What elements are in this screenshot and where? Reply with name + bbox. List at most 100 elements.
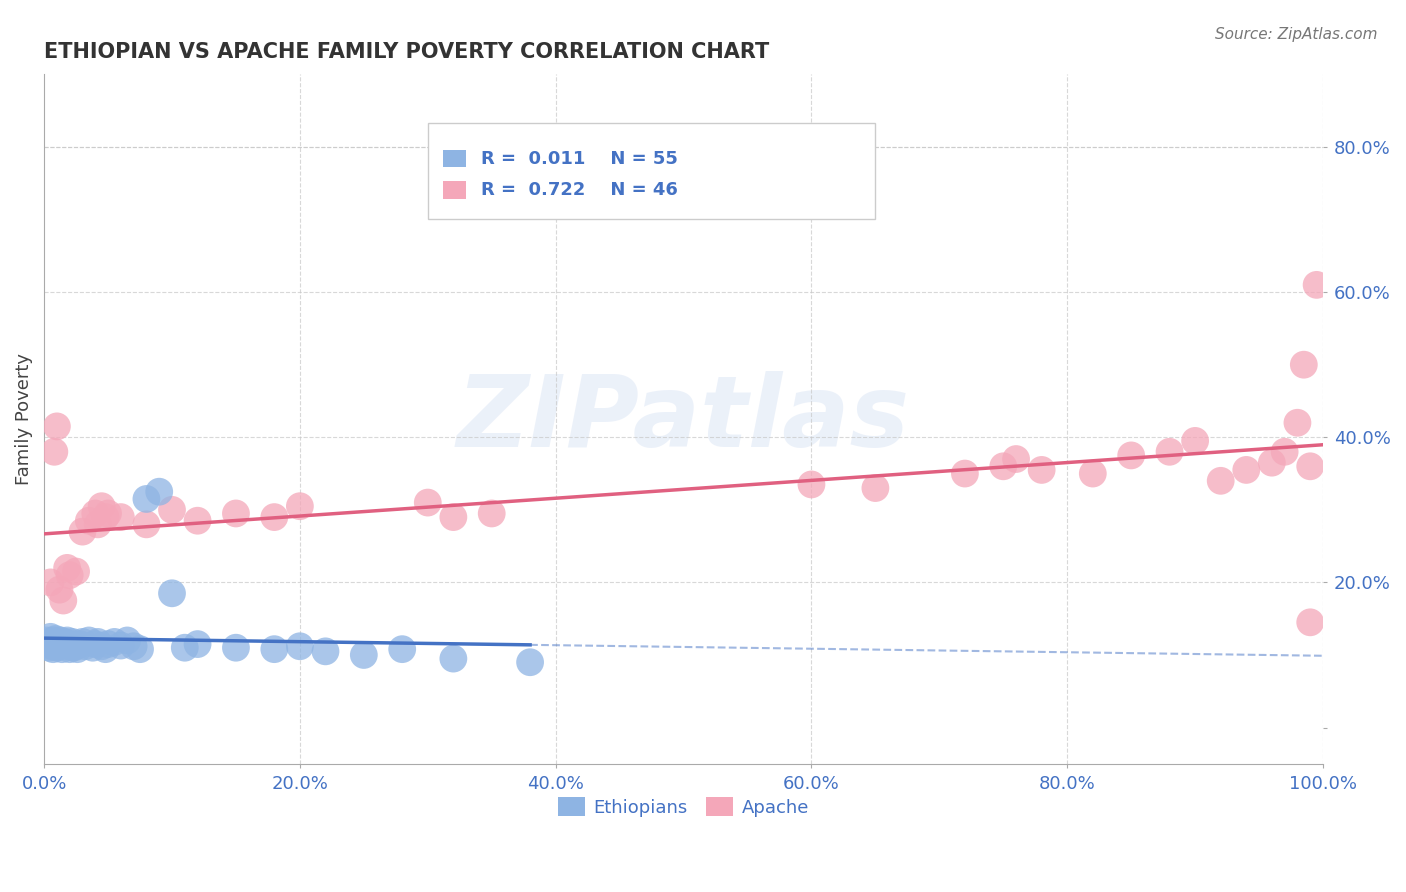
Point — [48, 582, 70, 597]
Point — [1031, 463, 1053, 477]
Point — [42, 642, 65, 657]
Point — [58, 640, 80, 654]
Point — [1274, 444, 1296, 458]
Point — [122, 640, 145, 654]
Point — [314, 644, 336, 658]
Text: ETHIOPIAN VS APACHE FAMILY POVERTY CORRELATION CHART: ETHIOPIAN VS APACHE FAMILY POVERTY CORRE… — [44, 42, 769, 62]
Point — [135, 491, 157, 506]
Point — [90, 499, 112, 513]
Point — [160, 503, 183, 517]
Point — [77, 633, 100, 648]
Point — [1005, 452, 1028, 467]
Point — [1305, 277, 1327, 292]
Point — [1299, 615, 1322, 630]
Point — [38, 640, 60, 655]
Text: R =  0.011    N = 55: R = 0.011 N = 55 — [481, 150, 678, 168]
Point — [135, 517, 157, 532]
Point — [865, 481, 887, 495]
Point — [87, 517, 110, 532]
Point — [416, 495, 439, 509]
Point — [69, 637, 91, 651]
Point — [84, 637, 107, 651]
Point — [115, 633, 138, 648]
Point — [45, 640, 67, 655]
Point — [441, 651, 464, 665]
Point — [263, 642, 285, 657]
Point — [187, 514, 209, 528]
Point — [1292, 358, 1315, 372]
Point — [1234, 463, 1257, 477]
Legend: Ethiopians, Apache: Ethiopians, Apache — [550, 790, 817, 823]
Point — [59, 637, 82, 651]
Point — [110, 639, 132, 653]
Point — [391, 642, 413, 657]
Point — [110, 510, 132, 524]
Point — [44, 637, 66, 651]
Point — [94, 642, 117, 657]
Point — [66, 642, 89, 657]
Point — [72, 635, 94, 649]
Point — [51, 642, 73, 657]
Point — [65, 565, 87, 579]
Point — [82, 640, 104, 655]
Point — [52, 593, 75, 607]
Point — [45, 635, 67, 649]
Point — [353, 648, 375, 662]
Point — [48, 637, 70, 651]
Text: ZIPatlas: ZIPatlas — [457, 370, 910, 467]
Text: R =  0.722    N = 46: R = 0.722 N = 46 — [481, 181, 678, 199]
Point — [173, 640, 195, 655]
Point — [1121, 449, 1143, 463]
Point — [87, 635, 110, 649]
Point — [441, 510, 464, 524]
Y-axis label: Family Poverty: Family Poverty — [15, 353, 32, 485]
Point — [65, 640, 87, 654]
Point — [77, 514, 100, 528]
Point — [1261, 456, 1284, 470]
FancyBboxPatch shape — [443, 150, 465, 168]
Point — [288, 640, 311, 654]
Point — [52, 639, 75, 653]
Point — [225, 507, 247, 521]
Point — [59, 568, 82, 582]
Point — [90, 640, 112, 654]
Point — [39, 630, 62, 644]
Point — [103, 635, 125, 649]
Point — [97, 507, 120, 521]
Point — [72, 524, 94, 539]
Point — [56, 633, 79, 648]
Point — [160, 586, 183, 600]
Point — [94, 510, 117, 524]
Point — [41, 640, 63, 654]
Point — [1184, 434, 1206, 448]
Point — [1081, 467, 1104, 481]
Point — [35, 633, 58, 648]
Point — [55, 637, 77, 651]
Point — [73, 640, 96, 654]
Point — [481, 507, 503, 521]
Point — [1286, 416, 1309, 430]
Point — [97, 637, 120, 651]
FancyBboxPatch shape — [427, 123, 876, 219]
Point — [46, 640, 69, 654]
Point — [49, 633, 72, 648]
Point — [60, 635, 83, 649]
Point — [59, 642, 82, 657]
Point — [39, 575, 62, 590]
Point — [519, 655, 541, 669]
Point — [129, 642, 152, 657]
Point — [1299, 459, 1322, 474]
Text: Source: ZipAtlas.com: Source: ZipAtlas.com — [1215, 27, 1378, 42]
Point — [45, 632, 67, 646]
Point — [993, 459, 1015, 474]
Point — [37, 637, 59, 651]
Point — [288, 499, 311, 513]
Point — [56, 561, 79, 575]
Point — [53, 635, 76, 649]
Point — [45, 419, 67, 434]
Point — [263, 510, 285, 524]
FancyBboxPatch shape — [443, 181, 465, 199]
Point — [44, 444, 66, 458]
Point — [800, 477, 823, 491]
Point — [42, 633, 65, 648]
